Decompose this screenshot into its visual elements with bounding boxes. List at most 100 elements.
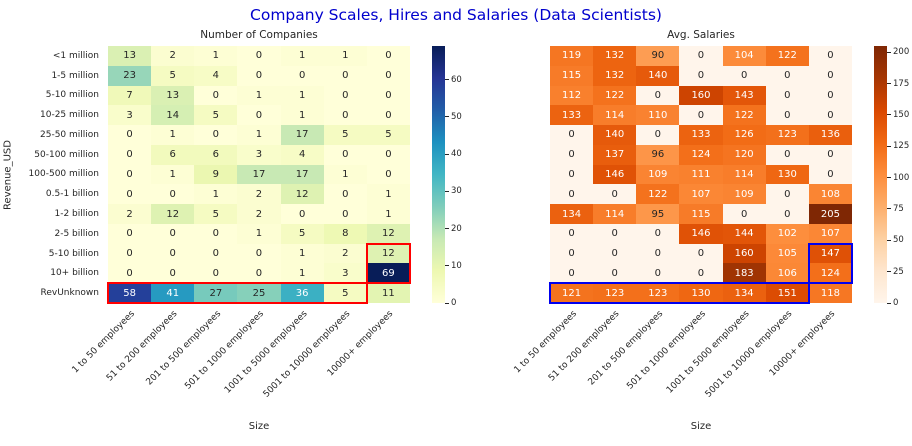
heatmap-cell: 130: [679, 283, 723, 303]
x-tick-label: 501 to 1000 employees: [183, 309, 267, 392]
heatmap-cell: 13: [108, 46, 152, 66]
heatmap-cell: 17: [237, 164, 281, 185]
heatmap-cell: 0: [679, 46, 723, 66]
heatmap-cell: 140: [636, 65, 680, 86]
heatmap-cell: 0: [808, 85, 852, 106]
colorbar-tick-mark: [445, 228, 449, 229]
heatmap-cell: 122: [593, 85, 637, 106]
heatmap-cell: 114: [593, 105, 637, 126]
heatmap-cell: 205: [808, 204, 852, 224]
y-tick-label: 10+ billion: [50, 268, 99, 279]
heatmap-cell: 0: [366, 105, 410, 126]
heatmap-cell: 0: [593, 223, 637, 244]
heatmap-cell: 0: [151, 223, 195, 244]
heatmap-cell: 0: [108, 263, 152, 284]
heatmap-cell: 0: [108, 223, 152, 244]
heatmap-cell: 0: [108, 243, 152, 264]
y-tick-label: 1-5 million: [51, 70, 99, 81]
heatmap-cell: 27: [194, 283, 238, 303]
heatmap-cell: 9: [194, 164, 238, 185]
heatmap-cell: 105: [765, 243, 809, 264]
heatmap-cell: 123: [765, 125, 809, 145]
heatmap-cell: 120: [722, 144, 766, 165]
heatmap-cell: 0: [194, 85, 238, 106]
heatmap-cell: 112: [550, 85, 594, 106]
heatmap-cell: 0: [679, 243, 723, 264]
heatmap-cell: 0: [323, 204, 367, 224]
heatmap-cell: 6: [151, 144, 195, 165]
heatmap-cell: 111: [679, 164, 723, 185]
heatmap-cell: 6: [194, 144, 238, 165]
heatmap-cell: 90: [636, 46, 680, 66]
colorbar-tick-mark: [445, 79, 449, 81]
heatmap-cell: 0: [366, 65, 410, 86]
heatmap-cell: 5: [194, 105, 238, 126]
heatmap-cell: 0: [151, 263, 195, 284]
heatmap-cell: 4: [194, 65, 238, 86]
heatmap-cell: 160: [722, 243, 766, 264]
heatmap-cell: 1: [237, 125, 281, 145]
colorbar-tick-label: 20: [451, 223, 462, 234]
heatmap-cell: 146: [593, 164, 637, 185]
heatmap-cell: 0: [679, 65, 723, 86]
y-tick-label: 10-25 million: [40, 110, 99, 121]
heatmap-cell: 0: [366, 46, 410, 66]
x-axis-title-right: Size: [690, 421, 712, 432]
x-tick-label: 501 to 1000 employees: [625, 309, 709, 392]
heatmap-cell: 0: [108, 184, 152, 205]
heatmap-cell: 0: [366, 144, 410, 165]
heatmap-cell: 106: [765, 263, 809, 284]
heatmap-cell: 0: [550, 263, 594, 284]
colorbar-tick-mark: [887, 302, 891, 304]
heatmap-cell: 0: [593, 184, 637, 205]
heatmap-cell: 102: [765, 223, 809, 244]
heatmap-cell: 25: [237, 283, 281, 303]
heatmap-cell: 107: [679, 184, 723, 205]
heatmap-cell: 109: [636, 164, 680, 185]
heatmap-cell: 12: [151, 204, 195, 224]
heatmap-cell: 0: [194, 263, 238, 284]
heatmap-cell: 36: [280, 283, 324, 303]
heatmap-cell: 0: [323, 184, 367, 205]
heatmap-cell: 143: [722, 85, 766, 106]
heatmap-cell: 123: [636, 283, 680, 303]
heatmap-cell: 0: [765, 204, 809, 224]
heatmap-cell: 95: [636, 204, 680, 224]
x-axis-title-left: Size: [248, 421, 270, 432]
heatmap-cell: 0: [636, 243, 680, 264]
colorbar-tick-label: 40: [451, 149, 462, 159]
colorbar-tick-mark: [887, 239, 891, 241]
heatmap-cell: 0: [679, 105, 723, 126]
heatmap-cell: 109: [722, 184, 766, 205]
heatmap-cell: 0: [765, 65, 809, 86]
heatmap-cell: 0: [237, 65, 281, 86]
colorbar-tick-mark: [887, 83, 891, 85]
heatmap-cell: 0: [323, 65, 367, 86]
heatmap-cell: 1: [280, 263, 324, 284]
heatmap-cell: 17: [280, 125, 324, 145]
heatmap-cell: 5: [323, 125, 367, 145]
heatmap-cell: 0: [237, 263, 281, 284]
figure-title: Company Scales, Hires and Salaries (Data…: [250, 6, 662, 24]
subplot-title-number-of-companies: Number of Companies: [200, 29, 318, 41]
heatmap-cell: 0: [722, 204, 766, 224]
heatmap-cell: 0: [808, 144, 852, 165]
heatmap-cell: 14: [151, 105, 195, 126]
heatmap-cell: 134: [722, 283, 766, 303]
colorbar-tick-label: 25: [893, 266, 904, 277]
heatmap-cell: 126: [722, 125, 766, 145]
y-tick-label: 25-50 million: [40, 129, 99, 140]
heatmap-cell: 104: [722, 46, 766, 66]
heatmap-cell: 107: [808, 223, 852, 244]
y-tick-label: 5-10 million: [45, 90, 99, 101]
heatmap-cell: 8: [323, 223, 367, 244]
colorbar-tick-label: 150: [893, 109, 910, 120]
heatmap-cell: 58: [108, 283, 152, 303]
subplot-title-avg-salaries: Avg. Salaries: [667, 29, 735, 41]
heatmap-cell: 1: [194, 46, 238, 66]
colorbar-tick-mark: [887, 51, 891, 53]
heatmap-cell: 0: [323, 144, 367, 165]
heatmap-cell: 0: [194, 125, 238, 145]
colorbar-tick-label: 30: [451, 186, 462, 197]
